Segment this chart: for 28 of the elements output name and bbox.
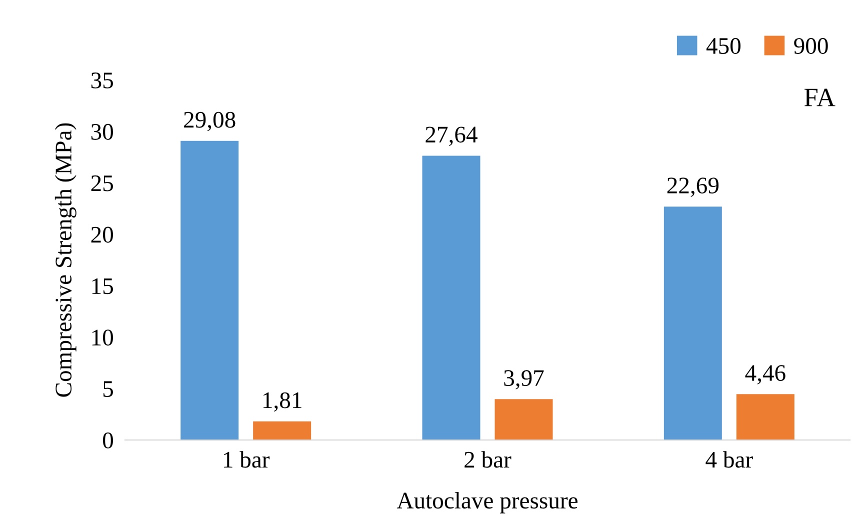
bar [253, 421, 312, 440]
data-label: 22,69 [667, 178, 719, 197]
data-label: 4,46 [745, 365, 786, 384]
bar [494, 399, 553, 440]
y-tick-label: 15 [92, 278, 113, 294]
x-tick-label: 4 bar [706, 451, 753, 468]
y-tick-label: 30 [91, 124, 113, 140]
legend-label: 900 [794, 38, 828, 54]
y-axis-title: Compressive Strength (MPa) [54, 123, 76, 397]
bar [736, 394, 794, 440]
annotation: FA [804, 88, 836, 106]
x-tick-label: 2 bar [464, 451, 512, 468]
bar [180, 140, 239, 440]
x-axis-title: Autoclave pressure [396, 492, 578, 514]
legend-label: 450 [706, 38, 740, 54]
y-tick-label: 25 [91, 175, 113, 192]
y-tick-label: 35 [91, 72, 113, 88]
data-label: 29,08 [184, 112, 236, 132]
bar [664, 206, 722, 440]
bar [422, 156, 480, 440]
y-tick-label: 5 [103, 381, 113, 397]
x-tick-label: 1 bar [224, 451, 270, 468]
y-tick-label: 10 [92, 330, 113, 346]
data-label: 27,64 [426, 126, 478, 146]
data-label: 1,81 [264, 392, 302, 412]
y-tick-label: 20 [91, 226, 113, 243]
y-tick-label: 0 [102, 432, 113, 448]
data-label: 3,97 [504, 370, 544, 390]
